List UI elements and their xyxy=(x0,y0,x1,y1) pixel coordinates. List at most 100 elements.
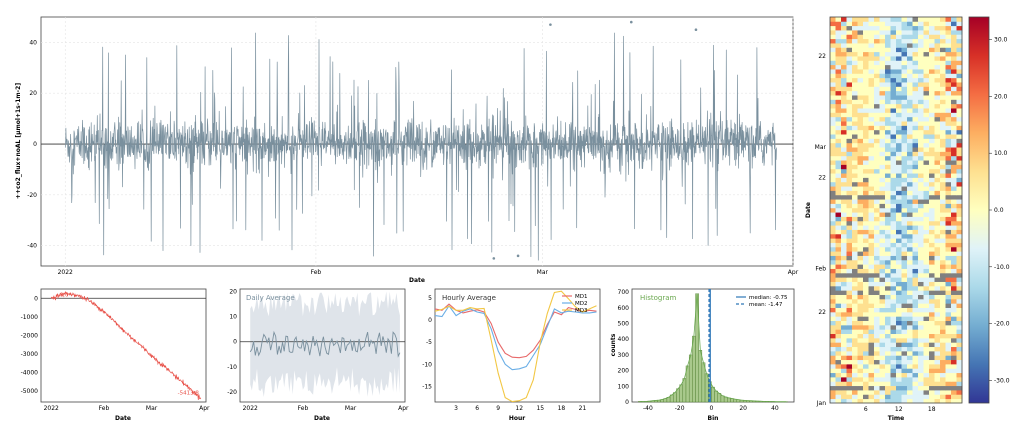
heatmap-cell xyxy=(896,190,902,196)
heatmap-cell xyxy=(951,294,957,300)
heatmap-cell xyxy=(896,207,902,213)
heatmap-cell xyxy=(857,17,864,22)
heatmap-cell xyxy=(863,298,869,304)
heatmap-cell xyxy=(874,272,880,278)
heatmap-cell xyxy=(956,108,963,113)
heatmap-cell xyxy=(885,233,891,239)
heatmap-cell xyxy=(852,56,858,61)
heatmap-cell xyxy=(929,112,935,118)
heatmap-cell xyxy=(885,311,891,317)
heatmap-cell xyxy=(890,389,897,395)
heatmap-cell xyxy=(934,99,941,105)
heatmap-cell xyxy=(945,264,952,269)
heatmap-cell xyxy=(874,64,880,70)
heatmap-cell xyxy=(912,324,919,330)
heatmap-cell xyxy=(830,56,836,61)
heatmap-cell xyxy=(929,381,935,387)
heatmap-cell xyxy=(918,43,924,48)
heatmap-cell xyxy=(857,86,864,92)
heatmap-cell xyxy=(901,311,908,317)
heatmap-cell xyxy=(874,268,880,274)
heatmap-cell xyxy=(879,311,886,317)
heatmap-cell xyxy=(868,303,875,308)
heatmap-cell xyxy=(945,155,952,161)
heatmap-cell xyxy=(857,142,864,148)
heatmap-cell xyxy=(918,272,924,278)
heatmap-cell xyxy=(830,203,836,209)
heatmap-cell xyxy=(852,173,858,178)
main-y-tick-label: 0 xyxy=(33,141,37,148)
heatmap-cell xyxy=(852,225,858,230)
heatmap-cell xyxy=(857,116,864,122)
heatmap-cell xyxy=(940,125,946,131)
heatmap-cell xyxy=(857,229,864,235)
heatmap-cell xyxy=(830,324,836,330)
heatmap-cell xyxy=(956,294,963,300)
heatmap-cell xyxy=(951,121,957,126)
heatmap-cell xyxy=(934,368,941,374)
heatmap-cell xyxy=(830,25,836,31)
heatmap-cell xyxy=(835,73,842,79)
heatmap-cell xyxy=(885,199,891,204)
heatmap-cell xyxy=(907,342,913,348)
heatmap-cell xyxy=(885,342,891,348)
heatmap-cell xyxy=(918,320,924,326)
heatmap-cell xyxy=(896,246,902,252)
heatmap-cell xyxy=(835,385,842,391)
heatmap-cell xyxy=(934,255,941,261)
heatmap-cell xyxy=(929,355,935,361)
heatmap-cell xyxy=(852,355,858,361)
heatmap-cell xyxy=(951,142,957,148)
heatmap-cell xyxy=(852,320,858,326)
heatmap-cell xyxy=(863,151,869,157)
heatmap-cell xyxy=(934,147,941,152)
heatmap-cell xyxy=(863,350,869,356)
heatmap-cell xyxy=(945,82,952,87)
heatmap-cell xyxy=(874,25,880,31)
heatmap-cell xyxy=(912,329,919,335)
heatmap-cell xyxy=(868,385,875,391)
heatmap-cell xyxy=(918,21,924,27)
heatmap-x-tick-label: 12 xyxy=(895,406,903,413)
heatmap-cell xyxy=(940,333,946,339)
heatmap-cell xyxy=(841,394,847,400)
heatmap-cell xyxy=(879,255,886,261)
heatmap-cell xyxy=(846,177,853,183)
heatmap-cell xyxy=(940,186,946,191)
heatmap-cell xyxy=(901,255,908,261)
heatmap-cell xyxy=(901,207,908,213)
heatmap-cell xyxy=(835,95,842,100)
heatmap-cell xyxy=(940,69,946,74)
heatmap-cell xyxy=(923,199,930,204)
heatmap-cell xyxy=(863,38,869,44)
heatmap-cell xyxy=(890,346,897,352)
heatmap-cell xyxy=(868,376,875,382)
heatmap-cell xyxy=(945,385,952,391)
heatmap-cell xyxy=(901,220,908,226)
heatmap-cell xyxy=(934,38,941,44)
heatmap-cell xyxy=(912,290,919,295)
heatmap-cell xyxy=(951,194,957,200)
heatmap-cell xyxy=(918,329,924,335)
heatmap-cell xyxy=(912,186,919,191)
heatmap-cell xyxy=(835,51,842,57)
heatmap-cell xyxy=(918,199,924,204)
heatmap-cell xyxy=(907,398,913,404)
heatmap-cell xyxy=(852,129,858,135)
heatmap-cell xyxy=(830,186,836,191)
heatmap-cell xyxy=(907,216,913,222)
heatmap-cell xyxy=(852,268,858,274)
heatmap-cell xyxy=(907,381,913,387)
heatmap-cell xyxy=(868,290,875,295)
heatmap-cell xyxy=(830,238,836,243)
heatmap-cell xyxy=(835,394,842,400)
heatmap-cell xyxy=(956,342,963,348)
heatmap-cell xyxy=(890,225,897,230)
heatmap-cell xyxy=(934,350,941,356)
heatmap-cell xyxy=(929,160,935,165)
heatmap-cell xyxy=(907,199,913,204)
heatmap-cell xyxy=(830,225,836,230)
heatmap-cell xyxy=(896,142,902,148)
heatmap-cell xyxy=(940,134,946,139)
hourly-legend-label: MD3 xyxy=(575,308,588,314)
